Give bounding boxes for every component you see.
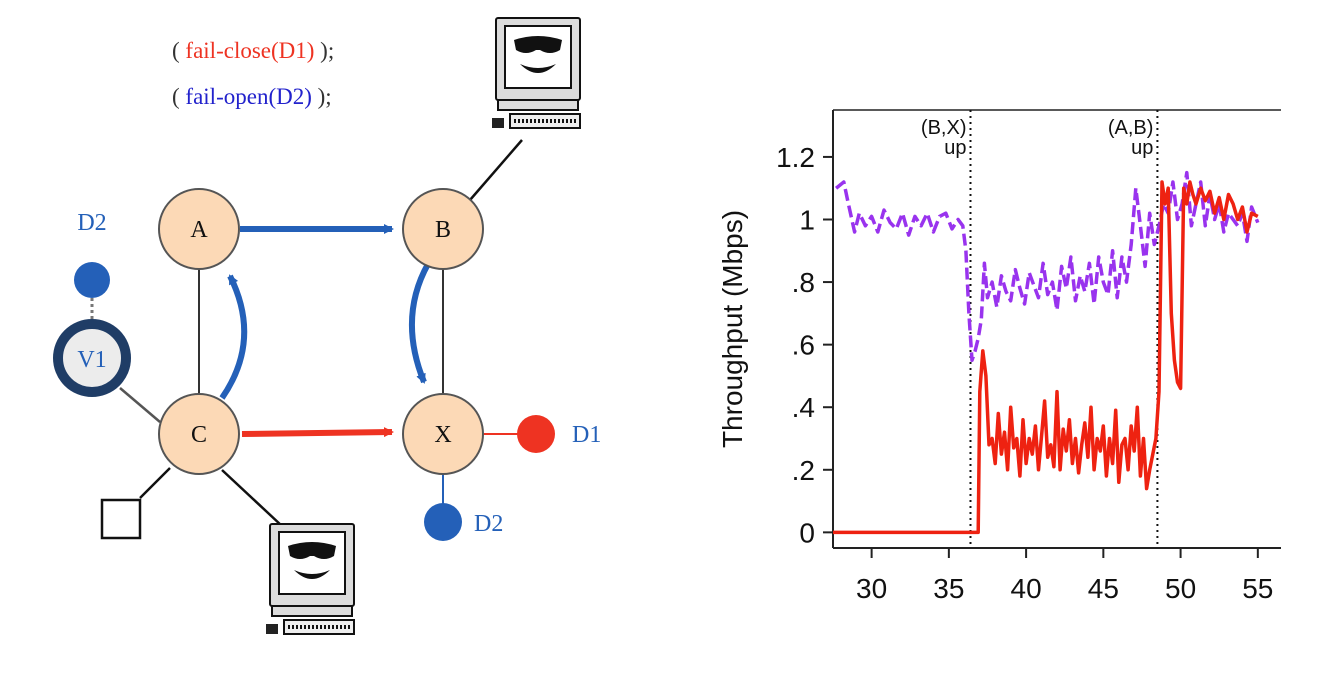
link-c-computer (221, 469, 283, 527)
endpoint-d2-top (74, 262, 110, 298)
link-c-square (139, 467, 171, 499)
node-x: X (402, 393, 484, 475)
flow-arrow-c-x (241, 427, 394, 438)
event-marker-label: (B,X) (921, 117, 967, 139)
fail-close-label: fail-close(D1) (185, 38, 314, 63)
host-square (100, 498, 142, 540)
node-a-label: A (190, 217, 208, 243)
y-tick-label: 1.2 (776, 142, 815, 173)
node-a: A (158, 188, 240, 270)
series-line-solid (833, 180, 1259, 535)
endpoint-d2-bottom-label: D2 (474, 511, 503, 537)
y-tick-label: .8 (792, 267, 815, 298)
policy-line-fail-open: ( fail-open(D2) ); (172, 84, 332, 109)
node-v1-label: V1 (77, 347, 106, 373)
event-marker-label: (A,B) (1108, 117, 1154, 139)
event-marker-label: up (1131, 137, 1153, 159)
x-tick-label: 40 (1011, 573, 1042, 604)
y-tick-label: .4 (792, 392, 815, 423)
x-tick-label: 50 (1165, 573, 1196, 604)
throughput-chart: 0 .2 .4 .6 .8 1 1.2 30 35 40 45 50 55 Throughput (Mbp… (717, 109, 1281, 604)
series-line-dashed (835, 170, 1260, 363)
y-tick-label: .6 (792, 330, 815, 361)
endpoint-d2-bottom (424, 503, 462, 541)
x-tick-label: 45 (1088, 573, 1119, 604)
x-tick-label: 35 (933, 573, 964, 604)
flow-arrow-b-x (409, 262, 431, 384)
y-axis-label: Throughput (Mbps) (717, 210, 748, 448)
node-c: C (158, 393, 240, 475)
node-v1: V1 (53, 319, 131, 397)
endpoint-d1 (517, 415, 555, 453)
computer-icon-bottom (264, 522, 356, 636)
y-tick-label: 0 (799, 517, 815, 548)
x-tick-label: 30 (856, 573, 887, 604)
link-c-v1 (119, 387, 161, 423)
y-tick-label: 1 (799, 205, 815, 236)
node-b-label: B (435, 217, 451, 243)
link-b-computer (469, 139, 523, 201)
policy-line-fail-close: ( fail-close(D1) ); (172, 38, 334, 63)
y-tick-label: .2 (792, 455, 815, 486)
event-marker-label: up (944, 137, 966, 159)
node-x-label: X (434, 422, 451, 448)
x-tick-label: 55 (1242, 573, 1273, 604)
flow-arrow-c-a (219, 274, 248, 400)
computer-icon-top (490, 16, 582, 130)
network-diagram: ( fail-close(D1) ); ( fail-open(D2) ); A… (53, 16, 601, 636)
fail-open-label: fail-open(D2) (185, 84, 311, 109)
node-c-label: C (191, 422, 207, 448)
node-b: B (402, 188, 484, 270)
endpoint-d1-label: D1 (572, 422, 601, 448)
endpoint-d2-top-label: D2 (77, 210, 106, 236)
